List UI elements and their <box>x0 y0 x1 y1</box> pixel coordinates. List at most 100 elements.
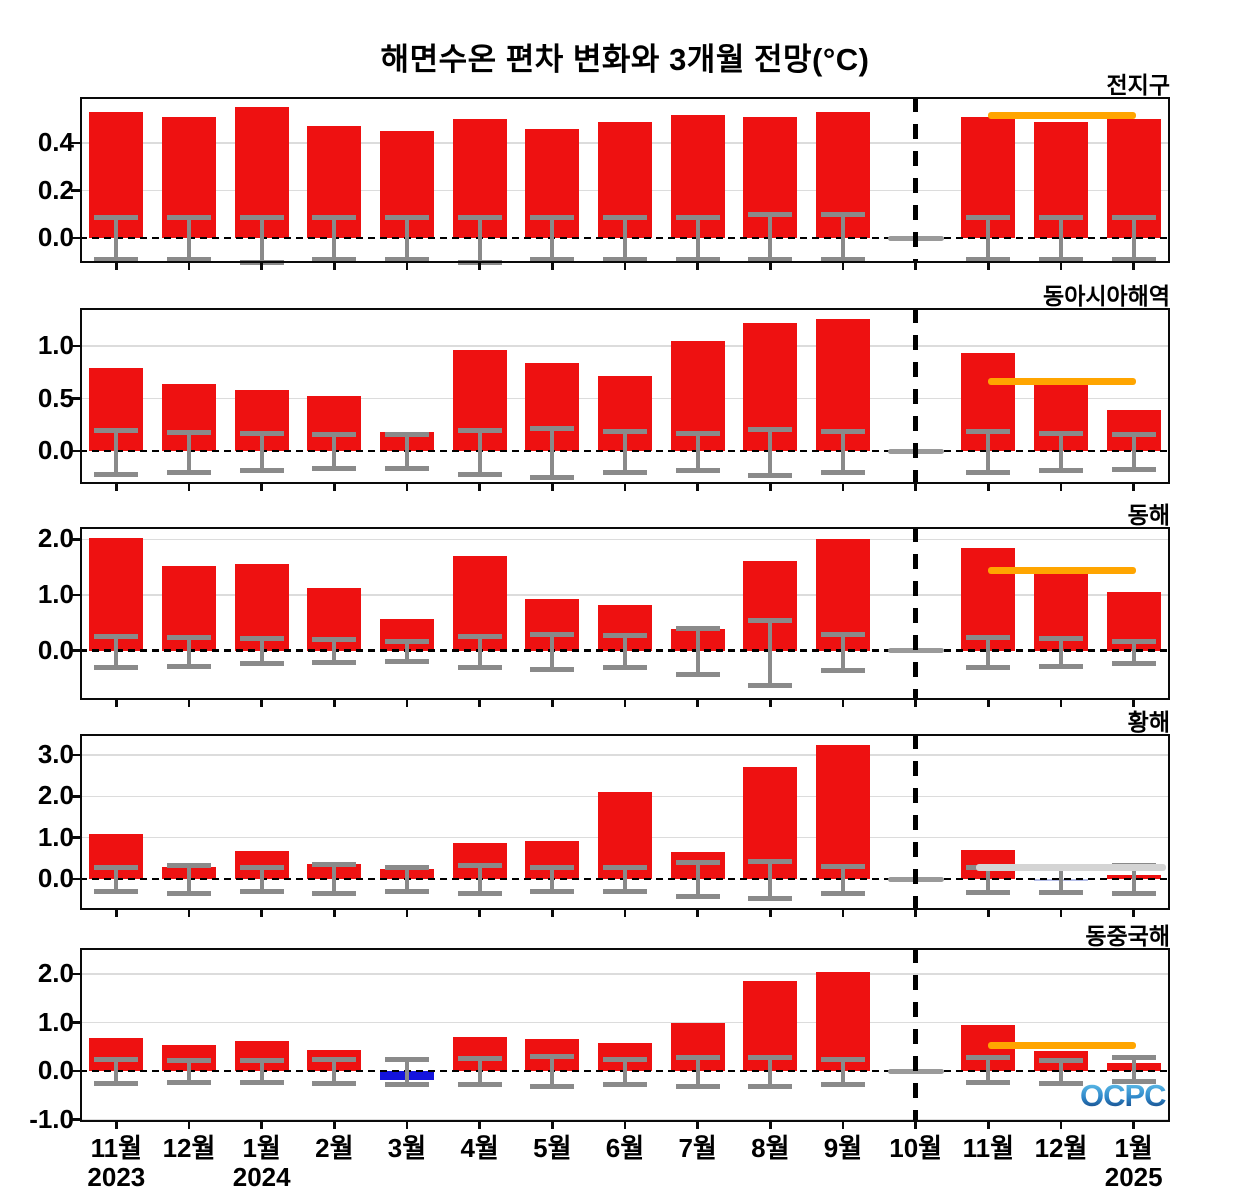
x-tick-mark <box>187 1122 191 1129</box>
error-bar-cap-top <box>966 429 1011 435</box>
error-bar-cap-bottom <box>821 1082 865 1088</box>
error-bar-cap-bottom <box>748 257 793 263</box>
error-bar-cap-bottom <box>603 889 647 895</box>
x-tick-mark <box>260 910 263 917</box>
error-bar-cap-top <box>603 214 647 220</box>
x-tick-mark <box>623 910 627 917</box>
error-bar-stem <box>986 1057 991 1082</box>
error-bar-cap-top <box>821 429 865 435</box>
error-bar-stem <box>477 864 482 894</box>
y-tick-mark <box>71 877 80 881</box>
error-bar-cap-top <box>1111 214 1156 220</box>
error-bar-stem <box>1059 638 1063 667</box>
error-bar-cap-top <box>239 636 284 642</box>
x-tick-mark <box>333 263 336 270</box>
error-bar-cap-top <box>385 865 429 871</box>
bar-month-7 <box>598 792 652 879</box>
error-bar-cap-bottom <box>457 1082 502 1088</box>
x-tick-mark <box>260 263 263 270</box>
error-bar-cap-top <box>94 865 139 871</box>
forecast-divider <box>913 308 918 484</box>
error-bar-cap-bottom <box>457 665 502 671</box>
forecast-line <box>988 378 1136 386</box>
error-bar-cap-bottom <box>966 470 1011 476</box>
x-tick-mark <box>987 263 990 270</box>
error-bar-cap-bottom <box>1039 257 1083 263</box>
error-bar-cap-bottom <box>312 465 357 471</box>
error-bar-cap-bottom <box>385 888 429 894</box>
x-tick-mark <box>987 700 990 707</box>
x-tick-mark <box>914 263 917 270</box>
error-bar-stem <box>841 431 845 473</box>
y-tick-mark <box>71 1069 80 1073</box>
error-bar-cap-bottom <box>312 257 357 263</box>
error-bar-stem <box>841 865 845 894</box>
error-bar-stem <box>332 639 337 662</box>
y-tick-mark <box>71 649 80 652</box>
error-bar-stem <box>1131 865 1136 894</box>
error-bar-cap-top <box>312 1057 357 1063</box>
error-bar-stem <box>405 867 409 891</box>
error-bar-cap-top <box>312 214 357 220</box>
x-tick-mark <box>696 263 699 270</box>
panel-east-sea <box>71 527 1170 707</box>
error-bar-stem <box>1059 216 1063 260</box>
x-month-label: 11월 <box>90 1133 143 1163</box>
x-month-label: 7월 <box>678 1133 717 1163</box>
x-tick-mark <box>841 700 845 707</box>
x-tick-mark <box>1059 910 1063 917</box>
ocpc-logo: OCPC <box>1080 1078 1167 1113</box>
error-bar-cap-bottom <box>530 257 575 263</box>
error-bar-stem <box>187 1060 191 1082</box>
error-bar-cap-bottom <box>457 891 502 897</box>
x-month-label: 11월 <box>962 1133 1015 1163</box>
x-tick-mark <box>405 263 409 270</box>
y-tick-label: 0.0 <box>37 435 74 466</box>
error-bar-stem <box>841 1058 845 1085</box>
error-bar-cap-top <box>603 865 647 871</box>
x-tick-mark <box>914 1122 917 1129</box>
error-bar-stem <box>405 216 409 260</box>
y-tick-label: 2.0 <box>37 957 74 988</box>
error-bar-stem <box>114 216 119 260</box>
x-tick-mark <box>187 484 191 491</box>
error-bar-stem <box>550 633 555 669</box>
error-bar-stem <box>477 635 482 668</box>
error-bar-cap-top <box>312 637 357 643</box>
y-tick-label: 0.5 <box>37 382 74 413</box>
x-month-label: 1월 <box>1114 1133 1153 1163</box>
forecast-line <box>976 863 1166 871</box>
x-tick-mark <box>260 484 263 491</box>
x-tick-mark <box>914 910 917 917</box>
error-bar-cap-bottom <box>239 661 284 667</box>
x-tick-mark <box>551 263 554 270</box>
y-tick-mark <box>71 593 80 597</box>
x-tick-mark <box>115 484 118 491</box>
x-tick-mark <box>696 700 699 707</box>
bar-month-10 <box>816 971 870 1072</box>
panel-title-east-asia-seas: 동아시아해역 <box>1043 283 1170 309</box>
error-bar-cap-top <box>457 428 502 434</box>
error-bar-cap-top <box>530 214 575 220</box>
error-bar-cap-bottom <box>530 475 575 481</box>
error-bar-stem <box>550 427 555 478</box>
x-tick-mark <box>115 700 118 707</box>
error-bar-stem <box>332 864 337 893</box>
error-bar-stem <box>986 216 991 260</box>
x-tick-mark <box>623 1122 627 1129</box>
y-tick-mark <box>71 972 80 976</box>
gridline <box>80 345 1170 347</box>
error-bar-cap-top <box>239 865 284 871</box>
error-bar-cap-bottom <box>385 465 429 471</box>
bar-month-10 <box>816 318 870 452</box>
x-year-label: 2025 <box>1104 1162 1163 1192</box>
error-bar-cap-top <box>239 431 284 437</box>
x-tick-mark <box>696 484 699 491</box>
error-bar-stem <box>623 431 627 473</box>
error-bar-stem <box>477 430 482 475</box>
error-bar-cap-top <box>821 863 865 869</box>
error-bar-stem <box>1131 640 1136 663</box>
error-bar-cap-top <box>1039 214 1083 220</box>
error-bar-cap-top <box>821 212 865 218</box>
error-bar-cap-bottom <box>1111 466 1156 472</box>
